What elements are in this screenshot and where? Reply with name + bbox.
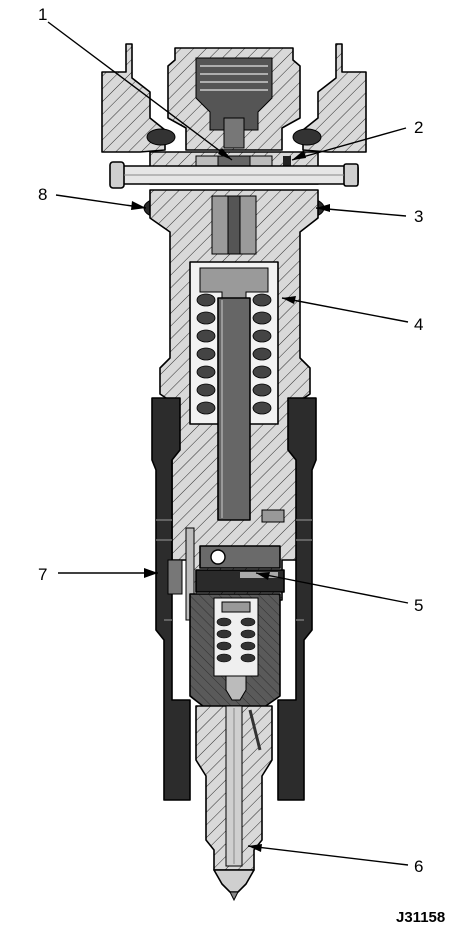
- callout-3-leader: [315, 207, 407, 217]
- callout-1-arrowhead: [218, 148, 232, 160]
- figure-id: J31158: [396, 909, 445, 926]
- nozzle-spring-housing: [189, 593, 281, 711]
- callout-2: 2: [414, 118, 423, 137]
- solenoid-housing: [101, 43, 367, 153]
- nozzle: [195, 705, 273, 902]
- injector-body: [149, 189, 319, 601]
- callout-8-arrowhead: [131, 201, 146, 210]
- callout-6-arrowhead: [248, 844, 262, 852]
- callout-5-arrowhead: [256, 572, 270, 580]
- callout-leaders: [47, 21, 409, 866]
- callout-2-leader: [291, 127, 407, 161]
- callout-2-arrowhead: [292, 150, 306, 160]
- callout-6-leader: [247, 845, 409, 866]
- injector-case: [151, 397, 317, 801]
- callout-7: 7: [38, 565, 47, 584]
- callout-5: 5: [414, 596, 423, 615]
- callout-7-arrowhead: [144, 568, 158, 578]
- callout-6: 6: [414, 857, 423, 876]
- callout-4-arrowhead: [282, 296, 296, 304]
- callout-3: 3: [414, 207, 423, 226]
- callout-labels: 1 2 3 4 5 6 7 8: [38, 5, 423, 876]
- callout-1: 1: [38, 5, 47, 24]
- through-bolt: [109, 161, 359, 189]
- callout-8-leader: [55, 194, 147, 209]
- callout-5-leader: [255, 572, 409, 604]
- callout-4: 4: [414, 315, 423, 334]
- callout-1-leader: [47, 21, 233, 161]
- callout-3-arrowhead: [316, 204, 330, 212]
- plunger-return-spring: [196, 293, 272, 415]
- callout-4-leader: [281, 297, 409, 323]
- callout-8: 8: [38, 185, 47, 204]
